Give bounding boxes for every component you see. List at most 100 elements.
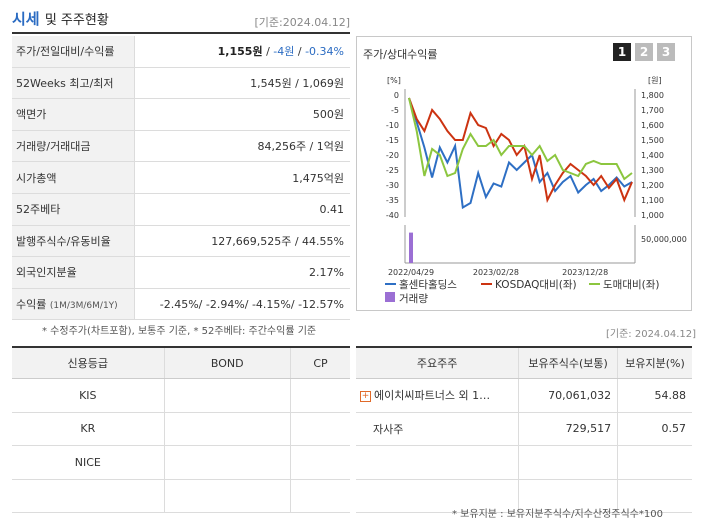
row-value: 2.17%	[134, 256, 350, 289]
row-label: 주가/전일대비/수익률	[12, 36, 135, 68]
page-button-3[interactable]: 3	[657, 43, 675, 61]
chart-title: 주가/상대수익률	[363, 48, 438, 61]
legend-swatch	[385, 292, 395, 302]
table-header-row: 주요주주 보유주식수(보통) 보유지분(%)	[356, 346, 692, 379]
row-value: 0.41	[134, 193, 350, 226]
table-header-row: 신용등급 BOND CP	[12, 346, 350, 379]
row-label: 액면가	[12, 98, 135, 131]
cp-cell	[289, 378, 350, 413]
column-header: CP	[289, 346, 350, 379]
left-tick-label: -40	[386, 211, 399, 220]
series-line	[408, 97, 633, 181]
agency-cell	[12, 479, 165, 513]
bond-cell	[163, 378, 291, 413]
legend-label: 도매대비(좌)	[603, 279, 660, 291]
table-row: 거래량/거래대금 84,256주 / 1억원	[12, 130, 350, 163]
pct-cell: 54.88	[617, 378, 692, 413]
row-label: 거래량/거래대금	[12, 130, 135, 163]
right-tick-label: 1,300	[641, 166, 664, 175]
price-chart: [%] [원] 0 -5 -10 -15 -20 -25 -30 -35 -40 1,800 1,700…	[385, 76, 687, 305]
column-header: 보유주식수(보통)	[518, 346, 618, 379]
title-main: 시세	[12, 10, 40, 28]
row-label: 52주베타	[12, 193, 135, 226]
left-tick-label: -30	[386, 181, 399, 190]
header-divider	[12, 32, 350, 34]
x-tick-label: 2023/12/28	[562, 268, 608, 277]
volume-tick-label: 50,000,000	[641, 235, 687, 244]
column-header: 보유지분(%)	[617, 346, 692, 379]
table-row: 자사주 729,517 0.57	[356, 412, 692, 446]
row-label: 52Weeks 최고/최저	[12, 67, 135, 100]
footnote: * 수정주가(차트포함), 보통주 기준, * 52주베타: 주간수익률 기준	[42, 326, 317, 337]
holder-name	[356, 445, 519, 480]
column-header: 신용등급	[12, 346, 165, 379]
table-row: 수익률 (1M/3M/6M/1Y) -2.45%/ -2.94%/ -4.15%…	[12, 288, 350, 321]
right-tick-label: 1,000	[641, 211, 664, 220]
table-row: 외국인지분율 2.17%	[12, 256, 350, 289]
right-tick-label: 1,100	[641, 196, 664, 205]
table-row: KIS	[12, 378, 350, 413]
legend-label: 거래량	[399, 293, 428, 305]
table-row: + 에이치씨파트너스 외 1… 70,061,032 54.88	[356, 378, 692, 413]
left-tick-label: 0	[394, 91, 399, 100]
right-tick-label: 1,600	[641, 121, 664, 130]
chart-panel: 주가/상대수익률 1 2 3 [%] [원] 0 -5 -10 -15 -20 -25 -30 -…	[356, 36, 692, 311]
row-value: 1,545원 / 1,069원	[134, 67, 350, 100]
section-title: 시세 및 주주현황	[12, 8, 109, 29]
column-header: BOND	[163, 346, 291, 379]
row-value: 127,669,525주 / 44.55%	[134, 225, 350, 258]
cp-cell	[289, 479, 350, 513]
legend-label: 홀센타홀딩스	[399, 278, 457, 291]
table-row: 액면가 500원	[12, 98, 350, 131]
pct-cell: 0.57	[617, 412, 692, 446]
row-label: 발행주식수/유동비율	[12, 225, 135, 258]
row-value: 500원	[134, 98, 350, 131]
shareholder-table: 주요주주 보유주식수(보통) 보유지분(%) + 에이치씨파트너스 외 1… 70…	[356, 346, 692, 513]
quote-table: 주가/전일대비/수익률 1,155원 / -4원 / -0.34% 52Week…	[12, 36, 350, 321]
table-row: 시가총액 1,475억원	[12, 161, 350, 194]
title-sub: 및 주주현황	[44, 13, 109, 28]
expand-icon[interactable]: +	[360, 390, 371, 402]
row-value: 84,256주 / 1억원	[134, 130, 350, 163]
row-value: 1,475억원	[134, 161, 350, 194]
holder-name	[356, 479, 519, 513]
left-tick-label: -25	[386, 166, 399, 175]
agency-cell: KR	[12, 412, 165, 446]
table-row: NICE	[12, 445, 350, 480]
shares-cell: 70,061,032	[518, 378, 618, 413]
table-row	[356, 479, 692, 513]
agency-cell: NICE	[12, 445, 165, 480]
right-tick-label: 1,200	[641, 181, 664, 190]
holder-name[interactable]: + 에이치씨파트너스 외 1…	[356, 378, 519, 413]
table-row	[356, 445, 692, 480]
cp-cell	[289, 445, 350, 480]
series-line	[408, 97, 633, 204]
left-tick-label: -35	[386, 196, 399, 205]
column-header: 주요주주	[356, 346, 519, 379]
right-tick-label: 1,400	[641, 151, 664, 160]
right-tick-label: 1,500	[641, 136, 664, 145]
left-tick-label: -20	[386, 151, 399, 160]
page-button-1[interactable]: 1	[613, 43, 631, 61]
table-row	[12, 479, 350, 513]
row-label: 시가총액	[12, 161, 135, 194]
volume-bar	[409, 232, 413, 263]
table-row: 주가/전일대비/수익률 1,155원 / -4원 / -0.34%	[12, 36, 350, 68]
shares-cell: 729,517	[518, 412, 618, 446]
right-tick-label: 1,700	[641, 106, 664, 115]
table-row: 52주베타 0.41	[12, 193, 350, 226]
bond-cell	[163, 445, 291, 480]
table-row: KR	[12, 412, 350, 446]
cp-cell	[289, 412, 350, 446]
row-label: 수익률 (1M/3M/6M/1Y)	[12, 288, 135, 321]
return-values: -2.45%/ -2.94%/ -4.15%/ -12.57%	[134, 288, 350, 321]
table-row: 52Weeks 최고/최저 1,545원 / 1,069원	[12, 67, 350, 100]
left-tick-label: -10	[386, 121, 399, 130]
pct-cell	[617, 445, 692, 480]
page-button-2[interactable]: 2	[635, 43, 653, 61]
shares-cell	[518, 479, 618, 513]
left-tick-label: -15	[386, 136, 399, 145]
agency-cell: KIS	[12, 378, 165, 413]
series-line	[408, 97, 633, 210]
price-value: 1,155원 / -4원 / -0.34%	[134, 36, 350, 68]
